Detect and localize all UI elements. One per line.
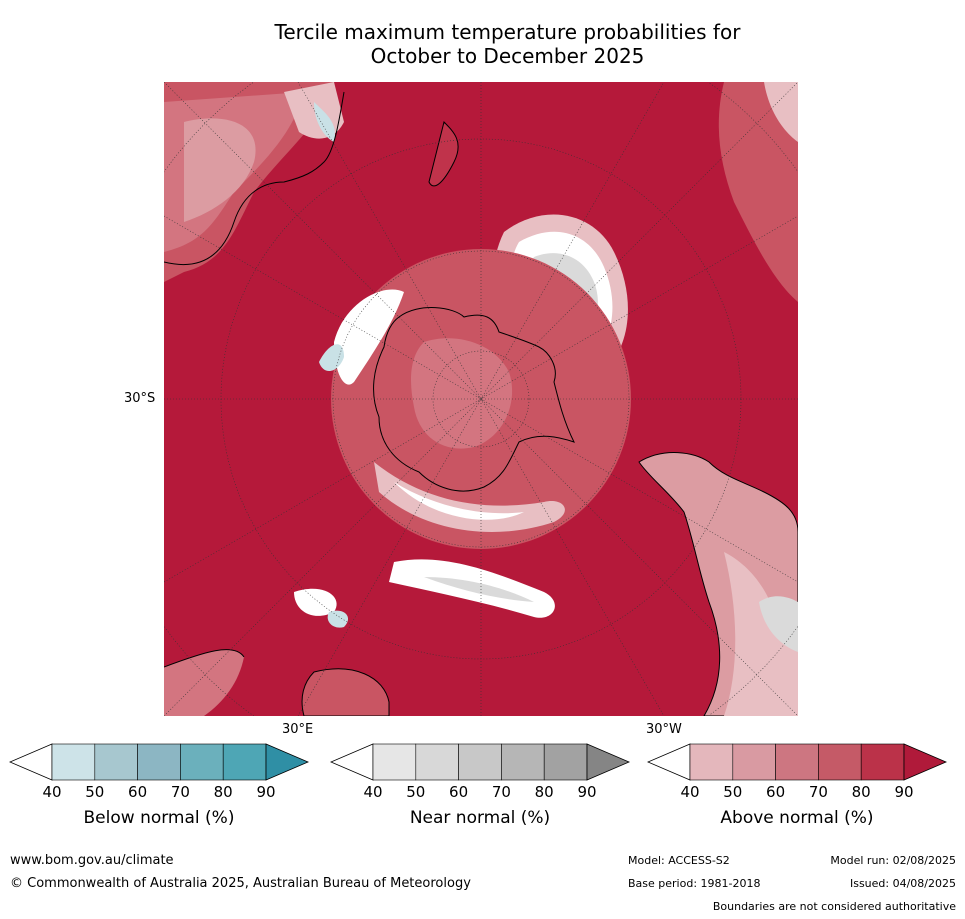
colorbar-tick-label: 50 (85, 783, 105, 801)
colorbar-swatch-50 (94, 743, 138, 781)
probability-map (164, 82, 798, 716)
colorbar-swatch-80 (860, 743, 905, 781)
colorbar-tick-label: 60 (128, 783, 148, 801)
colorbar-swatch-under (8, 743, 53, 781)
colorbar-swatch-60 (458, 743, 502, 781)
region-africa-south (164, 649, 244, 716)
colorbar-near (329, 743, 631, 781)
region-south-america-near (759, 596, 798, 652)
region-australia-light (184, 118, 256, 222)
colorbar-tick-label: 40 (680, 783, 700, 801)
australia-coastline (164, 91, 345, 266)
region-below-coral (314, 102, 335, 142)
colorbar-tick-label: 80 (213, 783, 233, 801)
africa-coastline (164, 649, 245, 668)
graticule (164, 82, 798, 716)
colorbar-tick-label: 50 (723, 783, 743, 801)
colorbar-swatch-50 (415, 743, 459, 781)
colorbar-tick-label: 70 (491, 783, 511, 801)
colorbar-swatch-70 (501, 743, 545, 781)
colorbar-swatch-60 (775, 743, 819, 781)
colorbar-swatch-70 (180, 743, 224, 781)
colorbar-label-near: Near normal (%) (409, 808, 551, 828)
colorbar-swatch-under (329, 743, 374, 781)
map-title: Tercile maximum temperature probabilitie… (160, 20, 855, 68)
colorbar-swatch-over (265, 743, 310, 781)
footer-issued: Issued: 04/08/2025 (849, 877, 956, 890)
title-line-2: October to December 2025 (370, 44, 645, 68)
title-line-1: Tercile maximum temperature probabilitie… (274, 20, 741, 44)
region-southern-near-band (424, 577, 534, 602)
colorbar-tick-label: 70 (808, 783, 828, 801)
region-antarctica-interior (411, 338, 513, 449)
footer-model-run: Model run: 02/08/2025 (830, 854, 956, 867)
new-zealand-outline (428, 121, 459, 187)
footer-copyright: © Commonwealth of Australia 2025, Austra… (10, 876, 471, 891)
colorbar-swatch-70 (818, 743, 862, 781)
colorbar-swatch-50 (732, 743, 776, 781)
colorbar-ticks-near: 40 50 60 70 80 90 (330, 783, 630, 803)
colorbar-tick-label: 90 (894, 783, 914, 801)
colorbar-swatch-80 (222, 743, 267, 781)
region-antarctic-white-west (334, 289, 404, 385)
colorbar-tick-label: 80 (534, 783, 554, 801)
colorbar-swatch-40 (51, 743, 96, 781)
colorbar-below (8, 743, 310, 781)
colorbar-label-above: Above normal (%) (720, 808, 874, 828)
colorbar-swatch-40 (372, 743, 417, 781)
colorbar-above (646, 743, 948, 781)
region-top-right-light (764, 82, 798, 142)
colorbar-swatch-over (903, 743, 948, 781)
lat-label-30s: 30°S (124, 391, 156, 406)
map-svg (164, 82, 798, 716)
colorbar-swatch-over (586, 743, 631, 781)
colorbar-tick-label: 40 (42, 783, 62, 801)
colorbar-tick-label: 50 (406, 783, 426, 801)
colorbar-tick-label: 60 (449, 783, 469, 801)
region-indian-below (327, 610, 349, 628)
colorbar-tick-label: 40 (363, 783, 383, 801)
region-antarctic-south-white (394, 482, 524, 520)
colorbar-swatch-under (646, 743, 691, 781)
lon-label-30e: 30°E (282, 722, 314, 737)
lon-label-30w: 30°W (646, 722, 682, 737)
region-north-pacific-east (718, 82, 798, 302)
region-south-america-light (724, 552, 798, 716)
colorbar-tick-label: 90 (577, 783, 597, 801)
colorbar-tick-label: 80 (851, 783, 871, 801)
colorbar-swatch-40 (689, 743, 734, 781)
region-indian-white (294, 588, 337, 616)
colorbar-tick-label: 90 (256, 783, 276, 801)
colorbar-ticks-below: 40 50 60 70 80 90 (9, 783, 309, 803)
colorbar-tick-label: 60 (766, 783, 786, 801)
footer-disclaimer: Boundaries are not considered authoritat… (712, 900, 956, 913)
footer-url[interactable]: www.bom.gov.au/climate (10, 853, 174, 868)
footer-base-period: Base period: 1981-2018 (628, 877, 761, 890)
region-antarctic-below (319, 344, 344, 372)
colorbar-ticks-above: 40 50 60 70 80 90 (647, 783, 947, 803)
colorbar-swatch-80 (543, 743, 588, 781)
colorbar-tick-label: 70 (170, 783, 190, 801)
colorbar-swatch-60 (137, 743, 181, 781)
madagascar-outline (301, 668, 390, 716)
footer-model: Model: ACCESS-S2 (628, 854, 730, 867)
colorbar-label-below: Below normal (%) (83, 808, 235, 828)
